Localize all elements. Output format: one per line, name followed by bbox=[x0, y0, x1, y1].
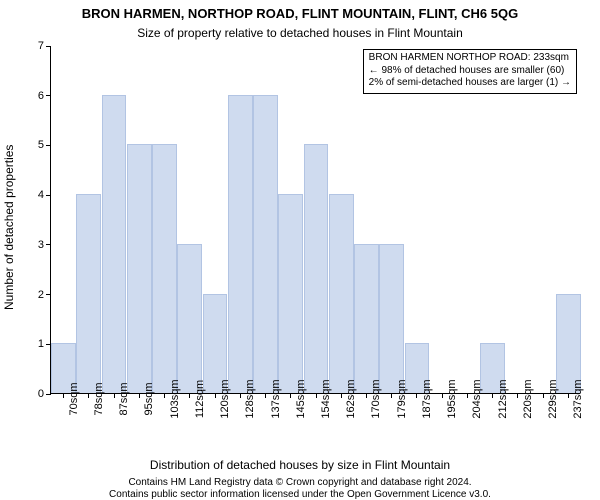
y-tick bbox=[46, 46, 51, 47]
bar bbox=[354, 244, 379, 393]
x-tick-label: 112sqm bbox=[194, 380, 206, 418]
y-tick-label: 0 bbox=[38, 388, 44, 400]
legend-line-2: ← 98% of detached houses are smaller (60… bbox=[369, 65, 571, 78]
bar bbox=[379, 244, 404, 393]
bar bbox=[127, 144, 152, 393]
x-tick bbox=[442, 393, 443, 398]
x-tick bbox=[316, 393, 317, 398]
x-tick-label: 120sqm bbox=[219, 379, 231, 418]
y-tick-label: 3 bbox=[38, 239, 44, 251]
y-tick-label: 1 bbox=[38, 338, 44, 350]
x-tick bbox=[240, 393, 241, 398]
x-tick-label: 229sqm bbox=[547, 379, 559, 418]
x-tick-label: 187sqm bbox=[421, 379, 433, 418]
x-tick-label: 212sqm bbox=[497, 379, 509, 418]
footer-line-1: Contains HM Land Registry data © Crown c… bbox=[0, 477, 600, 488]
y-tick-label: 5 bbox=[38, 139, 44, 151]
bar bbox=[203, 294, 228, 393]
x-tick bbox=[492, 393, 493, 398]
x-tick bbox=[164, 393, 165, 398]
x-tick bbox=[391, 393, 392, 398]
bar bbox=[152, 144, 177, 393]
x-tick-label: 137sqm bbox=[270, 379, 282, 418]
x-tick-label: 195sqm bbox=[446, 379, 458, 418]
y-tick bbox=[46, 95, 51, 96]
bar bbox=[329, 194, 354, 393]
y-tick-label: 7 bbox=[38, 40, 44, 52]
x-tick-label: 95sqm bbox=[143, 382, 155, 415]
bar bbox=[278, 194, 303, 393]
bar bbox=[76, 194, 101, 393]
x-tick bbox=[366, 393, 367, 398]
x-axis-label: Distribution of detached houses by size … bbox=[0, 458, 600, 472]
chart-subtitle: Size of property relative to detached ho… bbox=[0, 26, 600, 40]
x-tick bbox=[88, 393, 89, 398]
x-tick bbox=[139, 393, 140, 398]
x-tick-label: 78sqm bbox=[93, 382, 105, 415]
page-title: BRON HARMEN, NORTHOP ROAD, FLINT MOUNTAI… bbox=[0, 6, 600, 21]
x-tick-label: 220sqm bbox=[522, 379, 534, 418]
x-tick-label: 179sqm bbox=[396, 379, 408, 418]
x-tick bbox=[341, 393, 342, 398]
y-axis-label: Number of detached properties bbox=[2, 145, 16, 310]
x-tick-label: 103sqm bbox=[169, 379, 181, 418]
bar bbox=[253, 95, 278, 393]
x-tick-label: 204sqm bbox=[471, 379, 483, 418]
y-tick-label: 2 bbox=[38, 289, 44, 301]
x-tick-label: 70sqm bbox=[68, 382, 80, 415]
legend-line-1: BRON HARMEN NORTHOP ROAD: 233sqm bbox=[369, 52, 571, 65]
x-tick bbox=[215, 393, 216, 398]
y-tick bbox=[46, 294, 51, 295]
y-tick bbox=[46, 344, 51, 345]
x-tick bbox=[467, 393, 468, 398]
chart-legend: BRON HARMEN NORTHOP ROAD: 233sqm ← 98% o… bbox=[363, 49, 577, 94]
x-tick bbox=[114, 393, 115, 398]
legend-line-3: 2% of semi-detached houses are larger (1… bbox=[369, 77, 571, 90]
bar bbox=[177, 244, 202, 393]
bar bbox=[102, 95, 127, 393]
x-tick-label: 170sqm bbox=[370, 379, 382, 418]
chart-plot-area: BRON HARMEN NORTHOP ROAD: 233sqm ← 98% o… bbox=[50, 46, 580, 394]
y-tick bbox=[46, 244, 51, 245]
y-tick-label: 4 bbox=[38, 189, 44, 201]
x-tick bbox=[265, 393, 266, 398]
x-tick-label: 145sqm bbox=[295, 379, 307, 418]
x-tick bbox=[290, 393, 291, 398]
x-tick bbox=[543, 393, 544, 398]
x-tick-label: 237sqm bbox=[572, 379, 584, 418]
x-tick-label: 87sqm bbox=[118, 382, 130, 415]
x-tick bbox=[63, 393, 64, 398]
x-tick bbox=[517, 393, 518, 398]
x-tick-label: 154sqm bbox=[320, 379, 332, 418]
y-tick-label: 6 bbox=[38, 90, 44, 102]
x-tick bbox=[189, 393, 190, 398]
x-tick-label: 128sqm bbox=[244, 379, 256, 418]
footer-line-2: Contains public sector information licen… bbox=[0, 489, 600, 500]
x-tick bbox=[568, 393, 569, 398]
y-tick bbox=[46, 145, 51, 146]
x-tick bbox=[416, 393, 417, 398]
y-tick bbox=[46, 394, 51, 395]
bar bbox=[556, 294, 581, 393]
y-tick bbox=[46, 195, 51, 196]
bar bbox=[304, 144, 329, 393]
x-tick-label: 162sqm bbox=[345, 379, 357, 418]
bar bbox=[228, 95, 253, 393]
